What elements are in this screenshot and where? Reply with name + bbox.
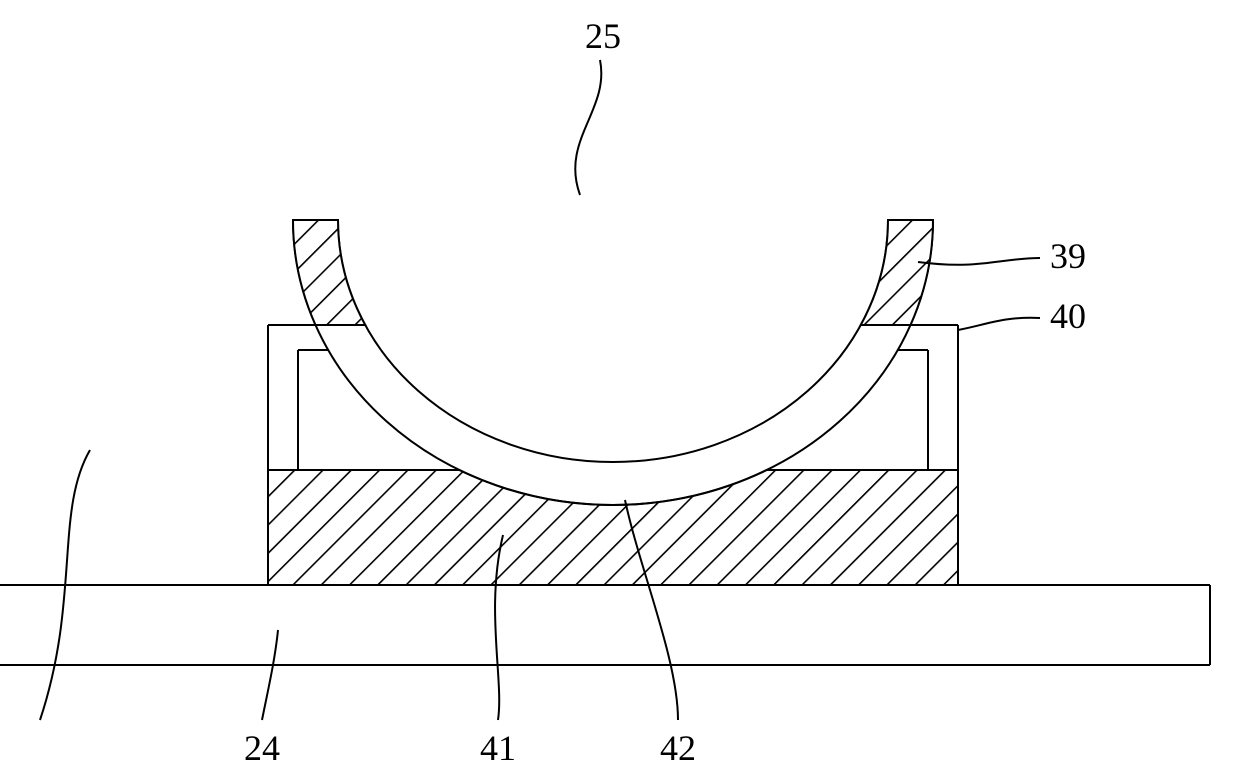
ref-24-leader: [262, 630, 278, 720]
ref-42-label: 42: [660, 728, 696, 768]
ref-41-label: 41: [480, 728, 516, 768]
ref-24-label: 24: [244, 728, 280, 768]
base-block: [268, 470, 958, 585]
ref-25-leader: [575, 60, 601, 195]
ref-39-label: 39: [1050, 236, 1086, 276]
ref-39-leader: [918, 258, 1040, 265]
drawing-root: [0, 220, 1210, 720]
bowl-wedge-right: [861, 220, 933, 325]
bowl-wedge-left: [293, 220, 365, 325]
ref-25-label: 25: [585, 16, 621, 56]
ref-40-leader: [958, 318, 1040, 330]
labels-root: 25 39 40 24 41 42: [244, 16, 1086, 768]
bowl-inner-arc: [338, 220, 888, 462]
ref-40-label: 40: [1050, 296, 1086, 336]
